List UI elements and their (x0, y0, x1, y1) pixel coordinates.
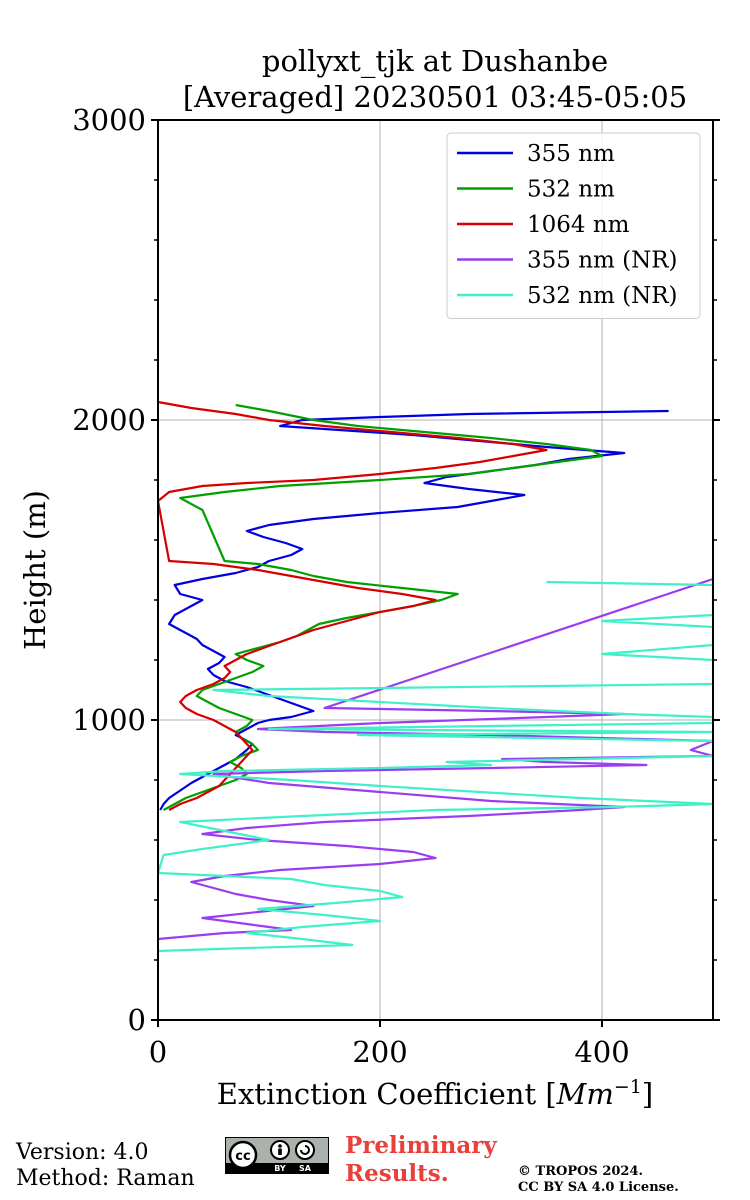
x-tick-label: 200 (352, 1035, 407, 1069)
legend-entry: 355 nm (NR) (527, 248, 678, 274)
x-tick-label: 0 (149, 1035, 167, 1069)
legend-entry: 532 nm (527, 177, 615, 203)
cc-by-sa-icon: cc BY SA (225, 1137, 329, 1174)
footer-info: Version: 4.0 Method: Raman (16, 1140, 195, 1192)
version-text: Version: 4.0 (16, 1140, 149, 1165)
legend-entry: 355 nm (527, 141, 615, 167)
series-line-355-nm-nr- (158, 576, 713, 941)
legend-entry: 1064 nm (527, 212, 630, 238)
method-text: Method: Raman (16, 1166, 195, 1191)
cc-mark: cc (235, 1149, 250, 1164)
y-axis-label: Height (m) (18, 490, 52, 650)
preliminary-line2: Results. (345, 1160, 449, 1187)
cc-by-label: BY (274, 1164, 286, 1173)
series-line-532-nm (163, 403, 604, 811)
series-line-532-nm-nr- (158, 580, 713, 953)
x-axis-label: Extinction Coefficient [Mm−1] (217, 1076, 653, 1111)
preliminary-results-notice: Preliminary Results. (345, 1132, 497, 1188)
series-line-1064-nm (158, 400, 548, 811)
series-layer (158, 400, 713, 953)
axis-ticks: 0 200 400 0 1000 2000 3000 (72, 103, 720, 1069)
plot-frame (157, 119, 714, 1021)
y-tick-label: 1000 (72, 703, 146, 737)
legend-entry: 532 nm (NR) (527, 283, 678, 309)
chart-title-line2: [Averaged] 20230501 03:45-05:05 (183, 80, 687, 114)
cc-sa-label: SA (299, 1164, 312, 1173)
copyright-line1: © TROPOS 2024. (518, 1164, 644, 1179)
copyright-notice: © TROPOS 2024. CC BY SA 4.0 License. (518, 1164, 679, 1196)
copyright-line2: CC BY SA 4.0 License. (518, 1180, 679, 1195)
y-tick-label: 0 (128, 1003, 146, 1037)
y-tick-label: 3000 (72, 103, 146, 137)
legend: 355 nm 532 nm 1064 nm 355 nm (NR) 532 nm (NR… (446, 132, 701, 319)
preliminary-line1: Preliminary (345, 1132, 497, 1159)
legend-box (446, 132, 701, 319)
y-tick-label: 2000 (72, 403, 146, 437)
x-tick-label: 400 (574, 1035, 629, 1069)
chart-title-line1: pollyxt_tjk at Dushanbe (262, 44, 608, 79)
